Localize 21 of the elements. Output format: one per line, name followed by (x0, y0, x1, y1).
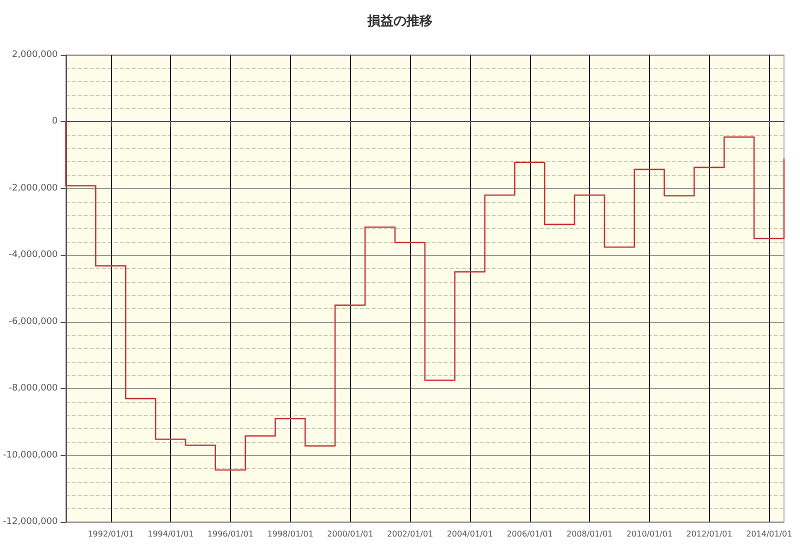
x-tick-label: 1996/01/01 (207, 530, 254, 538)
x-tick-label: 2006/01/01 (506, 530, 553, 538)
y-tick-label: -6,000,000 (8, 316, 58, 327)
y-tick-label: -10,000,000 (2, 450, 58, 460)
y-tick-label: 0 (52, 116, 58, 127)
x-tick-label: 1994/01/01 (148, 530, 194, 538)
x-tick-label: 2014/01/01 (746, 530, 792, 538)
x-tick-label: 2000/01/01 (327, 530, 374, 538)
x-tick-label: 2010/01/01 (626, 530, 673, 538)
y-tick-label: -2,000,000 (8, 183, 58, 194)
x-tick-label: 2008/01/01 (566, 530, 613, 538)
y-tick-label: -12,000,000 (2, 517, 58, 527)
x-tick-label: 2002/01/01 (387, 530, 434, 538)
x-tick-label: 2004/01/01 (446, 530, 493, 538)
x-tick-label: 2012/01/01 (686, 530, 732, 538)
x-tick-label: 1998/01/01 (267, 530, 314, 538)
y-tick-label: -4,000,000 (8, 250, 58, 260)
chart-title: 損益の推移 (366, 14, 432, 29)
x-tick-label: 1992/01/01 (88, 530, 134, 538)
y-tick-label: 2,000,000 (12, 50, 58, 60)
y-tick-label: -8,000,000 (8, 384, 58, 394)
